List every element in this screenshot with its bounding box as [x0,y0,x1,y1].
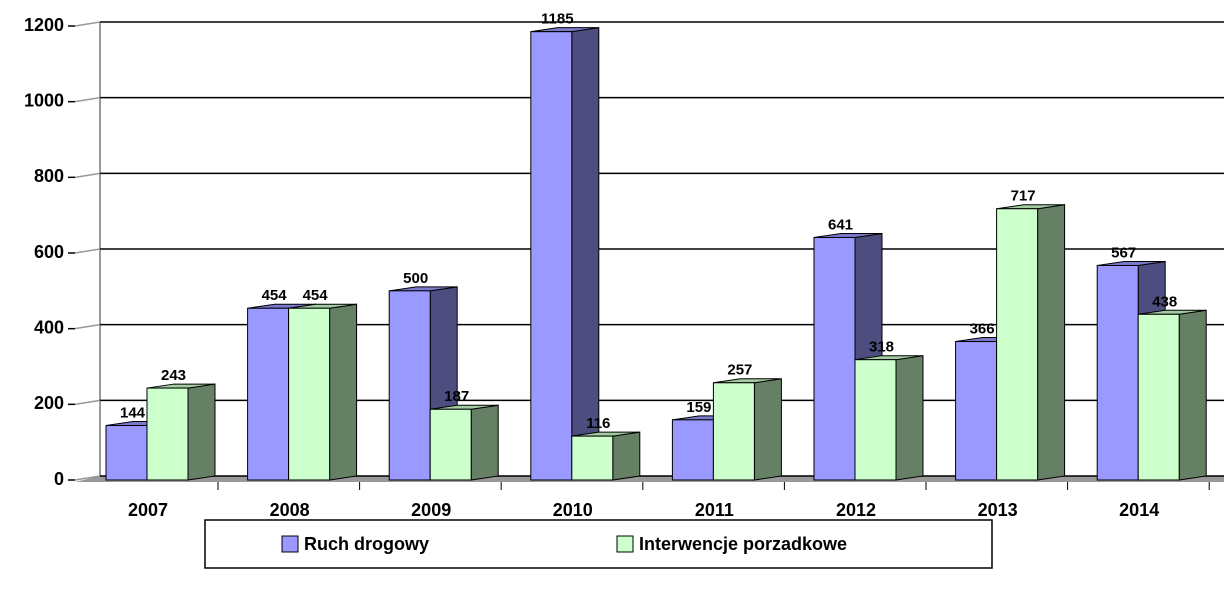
bar-side [571,27,600,481]
y-tick-label: 200 [34,393,64,413]
legend-label: Ruch drogowy [304,534,429,554]
bar [671,419,714,481]
bar-side [1178,309,1207,481]
bar [105,425,148,481]
y-tick-label: 0 [54,469,64,489]
data-label: 1185 [541,11,574,28]
bar [429,408,472,481]
data-label: 641 [828,216,853,233]
bar-side [753,378,782,481]
bar [571,435,614,481]
grid-line-side [74,399,101,406]
x-tick-label: 2012 [836,500,876,520]
y-tick-label: 1000 [24,90,64,110]
bar [854,359,897,481]
data-label: 454 [303,287,329,304]
grid-line-side [74,248,101,254]
legend-label: Interwencje porzadkowe [639,534,847,554]
bar [955,341,998,481]
grid-line-side [74,475,101,481]
x-tick-label: 2011 [695,500,734,520]
data-label: 187 [444,388,469,405]
bar [247,307,290,481]
data-label: 144 [120,404,146,421]
grid-line-side [74,21,101,27]
bar [712,382,755,481]
bar [1137,313,1180,481]
bar [388,290,431,481]
data-label: 500 [403,270,428,287]
data-label: 116 [586,415,610,432]
y-tick-label: 400 [34,317,64,337]
bar-side [329,303,358,481]
legend-box [204,519,993,569]
x-tick-label: 2013 [978,500,1018,520]
bar-side [895,355,924,481]
data-label: 567 [1111,244,1136,261]
bar-side [187,383,216,481]
grid-line-side [74,96,101,103]
data-label: 454 [262,287,288,304]
y-tick-label: 800 [34,166,64,186]
bar-side [1037,204,1066,481]
bar [996,208,1039,481]
bar [530,31,573,481]
data-label: 243 [161,367,186,384]
floor [75,476,1224,482]
data-label: 318 [869,339,894,356]
bar [813,236,856,481]
x-tick-label: 2007 [128,500,168,520]
bar-side [470,404,499,481]
bar [1096,264,1139,481]
data-label: 159 [686,399,711,416]
grid-line-side [74,323,101,330]
y-tick-label: 600 [34,242,64,262]
x-tick-label: 2009 [411,500,451,520]
legend-swatch [281,535,299,553]
x-tick-label: 2014 [1119,500,1159,520]
legend-swatch [616,535,634,553]
data-label: 366 [970,320,995,337]
grid-line-side [74,172,101,179]
data-label: 438 [1152,293,1177,310]
bar [288,307,331,481]
data-label: 257 [727,362,752,379]
data-label: 717 [1011,188,1036,205]
bar-side [612,431,641,481]
y-tick-label: 1200 [24,15,64,35]
x-tick-label: 2008 [270,500,310,520]
bar [146,387,189,481]
x-tick-label: 2010 [553,500,593,520]
